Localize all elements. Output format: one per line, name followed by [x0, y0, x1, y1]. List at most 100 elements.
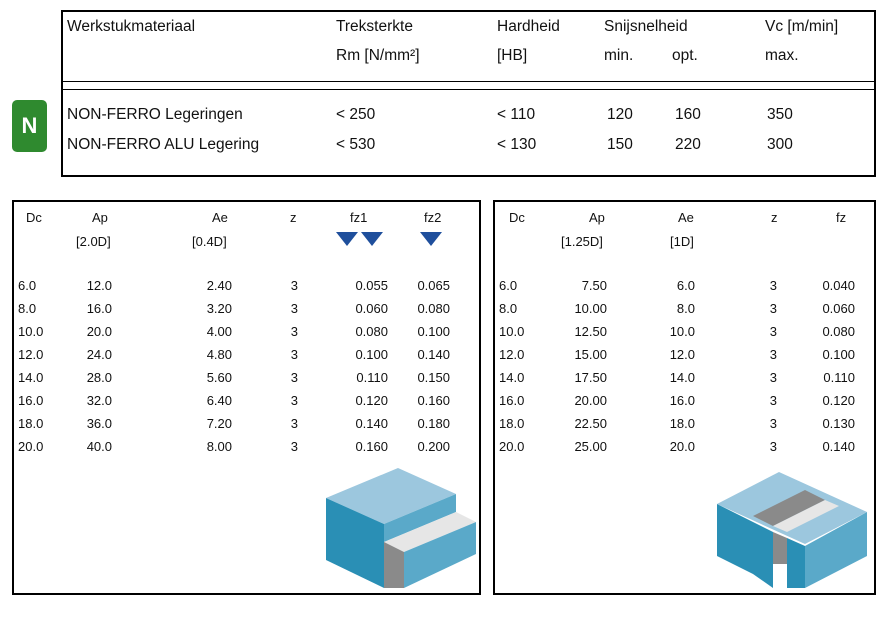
table-cell-z: 3 [290, 393, 298, 408]
table-cell-ap: 10.00 [574, 301, 607, 316]
header-fz2: fz2 [424, 210, 442, 225]
table-cell-z: 3 [290, 278, 298, 293]
table-cell-fz1: 0.160 [355, 439, 388, 454]
table-cell-dc: 8.0 [18, 301, 37, 316]
table-cell-ae: 14.0 [669, 370, 695, 385]
header-ae: Ae [212, 210, 228, 225]
table-cell-fz: 0.060 [822, 301, 855, 316]
table-cell-fz1: 0.110 [356, 370, 388, 385]
table-cell-dc: 10.0 [18, 324, 44, 339]
table-cell-ae: 6.40 [206, 393, 232, 408]
table-cell-ae: 7.20 [206, 416, 232, 431]
table-cell-fz: 0.080 [822, 324, 855, 339]
header-max: max. [765, 47, 799, 64]
table-cell-fz2: 0.180 [417, 416, 450, 431]
table-cell-z: 3 [290, 416, 298, 431]
table-cell-fz1: 0.100 [355, 347, 388, 362]
table-cell-ae: 10.0 [669, 324, 695, 339]
table-cell-fz1: 0.060 [355, 301, 388, 316]
row-1-opt: 160 [675, 106, 701, 123]
table-cell-ap: 22.50 [574, 416, 607, 431]
table-cell-z: 3 [290, 301, 298, 316]
table-cell-fz: 0.130 [822, 416, 855, 431]
table-cell-z: 3 [290, 370, 298, 385]
header-ap-ratio: [2.0D] [76, 234, 111, 249]
header-vc: Vc [m/min] [765, 18, 839, 35]
row-1-tensile: < 250 [336, 106, 376, 123]
table-cell-ap: 12.50 [574, 324, 607, 339]
table-cell-z: 3 [769, 370, 777, 385]
header-ap: Ap [589, 210, 605, 225]
row-1-material: NON-FERRO Legeringen [67, 106, 243, 123]
table-cell-fz2: 0.080 [417, 301, 450, 316]
table-cell-ae: 8.00 [206, 439, 232, 454]
row-1-min: 120 [607, 106, 633, 123]
feed-marker-icon [336, 232, 358, 246]
table-cell-fz: 0.040 [822, 278, 855, 293]
table-cell-fz: 0.140 [822, 439, 855, 454]
row-2-min: 150 [607, 136, 633, 153]
material-group-badge: N [12, 100, 47, 152]
table-cell-ae: 3.20 [206, 301, 232, 316]
table-cell-dc: 8.0 [499, 301, 518, 316]
header-z: z [771, 210, 778, 225]
table-cell-ae: 4.80 [206, 347, 232, 362]
feed-marker-icon [420, 232, 442, 246]
header-ae-ratio: [1D] [670, 234, 694, 249]
row-2-hardness: < 130 [497, 136, 537, 153]
table-cell-dc: 6.0 [18, 278, 37, 293]
table-cell-dc: 20.0 [499, 439, 525, 454]
header-ae-ratio: [0.4D] [192, 234, 227, 249]
cutting-data-table-shoulder: Dc Ap Ae z fz1 fz2 [2.0D] [0.4D] 6.0 12.0… [12, 200, 481, 595]
header-hardness-unit: [HB] [497, 47, 528, 64]
table-cell-fz: 0.110 [823, 370, 855, 385]
table-cell-dc: 14.0 [499, 370, 525, 385]
table-cell-ap: 20.00 [574, 393, 607, 408]
table-cell-ap: 17.50 [574, 370, 607, 385]
shoulder-milling-block-icon [326, 468, 476, 588]
table-cell-z: 3 [769, 439, 777, 454]
table-cell-ae: 5.60 [206, 370, 232, 385]
table-cell-z: 3 [769, 347, 777, 362]
table-cell-z: 3 [290, 439, 298, 454]
slot-milling-block-icon [717, 472, 867, 588]
table-cell-ae: 4.00 [206, 324, 232, 339]
cutting-data-table-slot: Dc Ap Ae z fz [1.25D] [1D] 6.0 7.50 6.0 3 0.… [493, 200, 876, 595]
table-cell-ap: 16.0 [86, 301, 112, 316]
header-dc: Dc [26, 210, 42, 225]
table-cell-ae: 2.40 [206, 278, 232, 293]
table-cell-dc: 12.0 [499, 347, 525, 362]
table-cell-dc: 12.0 [18, 347, 44, 362]
table-cell-dc: 16.0 [499, 393, 525, 408]
header-fz: fz [836, 210, 847, 225]
table-cell-ap: 25.00 [574, 439, 607, 454]
table-cell-ae: 6.0 [676, 278, 695, 293]
header-ae: Ae [678, 210, 694, 225]
table-cell-ap: 20.0 [86, 324, 112, 339]
table-cell-fz1: 0.080 [355, 324, 388, 339]
table-cell-fz2: 0.065 [417, 278, 450, 293]
header-ap-ratio: [1.25D] [561, 234, 603, 249]
table-cell-fz1: 0.055 [355, 278, 388, 293]
table-cell-fz2: 0.150 [417, 370, 450, 385]
table-cell-ae: 20.0 [669, 439, 695, 454]
table-cell-ap: 32.0 [86, 393, 112, 408]
feed-marker-icon [361, 232, 383, 246]
table-cell-fz2: 0.140 [417, 347, 450, 362]
row-2-opt: 220 [675, 136, 701, 153]
header-tensile-unit: Rm [N/mm²] [336, 47, 420, 64]
header-z: z [290, 210, 297, 225]
table-cell-z: 3 [290, 324, 298, 339]
table-cell-z: 3 [769, 278, 777, 293]
table-cell-ap: 7.50 [581, 278, 607, 293]
table-cell-ae: 12.0 [669, 347, 695, 362]
header-divider-top [63, 81, 874, 82]
table-cell-fz2: 0.200 [417, 439, 450, 454]
table-cell-dc: 10.0 [499, 324, 525, 339]
table-cell-dc: 6.0 [499, 278, 518, 293]
header-opt: opt. [672, 47, 698, 64]
table-cell-ap: 36.0 [86, 416, 112, 431]
table-cell-fz: 0.100 [822, 347, 855, 362]
table-cell-dc: 20.0 [18, 439, 44, 454]
table-cell-dc: 18.0 [499, 416, 525, 431]
